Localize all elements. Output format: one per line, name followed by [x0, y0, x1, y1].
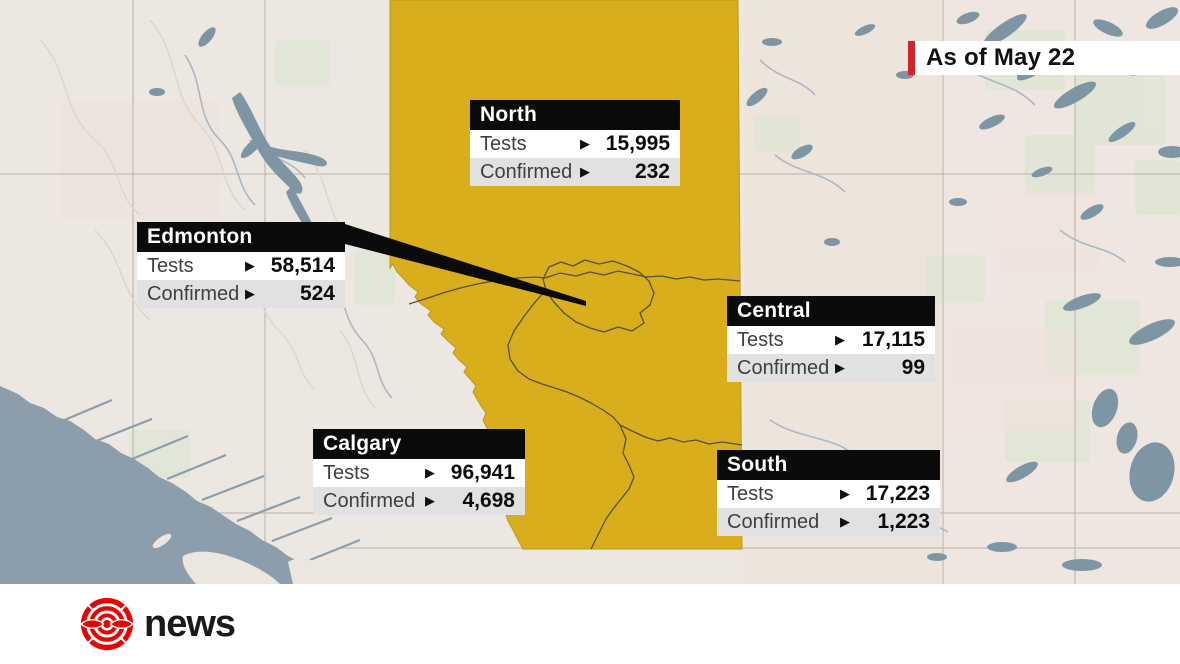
red-accent-bar — [908, 41, 915, 75]
tests-row: Tests ▶ 58,514 — [137, 252, 345, 280]
region-box-calgary: Calgary Tests ▶ 96,941 Confirmed ▶ 4,698 — [313, 429, 525, 515]
confirmed-label: Confirmed — [737, 357, 830, 379]
confirmed-value: 1,223 — [877, 510, 930, 533]
region-box-edmonton: Edmonton Tests ▶ 58,514 Confirmed ▶ 524 — [137, 222, 345, 308]
tests-label: Tests — [737, 329, 784, 351]
coastal-islands — [152, 533, 342, 584]
region-box-north: North Tests ▶ 15,995 Confirmed ▶ 232 — [470, 100, 680, 186]
confirmed-row: Confirmed ▶ 1,223 — [717, 508, 940, 536]
arrow-right-icon: ▶ — [580, 164, 590, 179]
arrow-right-icon: ▶ — [840, 486, 850, 501]
confirmed-value: 524 — [299, 282, 335, 305]
region-box-south: South Tests ▶ 17,223 Confirmed ▶ 1,223 — [717, 450, 940, 536]
health-zone-borders — [408, 259, 743, 550]
arrow-right-icon: ▶ — [840, 514, 850, 529]
tests-label: Tests — [323, 462, 370, 484]
confirmed-value: 4,698 — [462, 489, 515, 512]
tests-row: Tests ▶ 15,995 — [470, 130, 680, 158]
confirmed-value: 232 — [634, 160, 670, 183]
region-name: Central — [727, 296, 935, 326]
cbc-gem-icon — [79, 597, 135, 651]
arrow-right-icon: ▶ — [580, 136, 590, 151]
edmonton-pointer — [345, 224, 586, 306]
arrow-right-icon: ▶ — [425, 465, 435, 480]
confirmed-row: Confirmed ▶ 99 — [727, 354, 935, 382]
brand-wordmark: news — [144, 602, 236, 645]
footer-bar: news TOTAL POSITIVE CASES:6,800 IN HOSPI… — [0, 584, 1180, 664]
as-of-date: As of May 22 — [926, 44, 1076, 71]
as-of-banner: As of May 22 — [908, 41, 1180, 75]
region-name: South — [717, 450, 940, 480]
arrow-right-icon: ▶ — [245, 286, 255, 301]
tests-label: Tests — [480, 133, 527, 155]
region-name: Calgary — [313, 429, 525, 459]
arrow-right-icon: ▶ — [425, 493, 435, 508]
cbc-news-logo: news — [78, 584, 236, 664]
tests-value: 17,223 — [865, 482, 930, 505]
pacific-ocean — [0, 386, 338, 584]
arrow-right-icon: ▶ — [835, 360, 845, 375]
fjord-inlets — [61, 398, 361, 564]
tests-label: Tests — [147, 255, 194, 277]
tests-value: 17,115 — [861, 328, 925, 351]
confirmed-label: Confirmed — [480, 161, 573, 183]
region-box-central: Central Tests ▶ 17,115 Confirmed ▶ 99 — [727, 296, 935, 382]
confirmed-label: Confirmed — [323, 490, 416, 512]
lakes — [149, 7, 1180, 571]
region-name: North — [470, 100, 680, 130]
tests-value: 15,995 — [605, 132, 670, 155]
tests-row: Tests ▶ 96,941 — [313, 459, 525, 487]
confirmed-row: Confirmed ▶ 4,698 — [313, 487, 525, 515]
tests-value: 96,941 — [450, 461, 515, 484]
region-name: Edmonton — [137, 222, 345, 252]
confirmed-row: Confirmed ▶ 524 — [137, 280, 345, 308]
tests-label: Tests — [727, 483, 774, 505]
confirmed-label: Confirmed — [727, 511, 820, 533]
arrow-right-icon: ▶ — [835, 332, 845, 347]
confirmed-value: 99 — [901, 356, 925, 379]
tests-row: Tests ▶ 17,115 — [727, 326, 935, 354]
tests-row: Tests ▶ 17,223 — [717, 480, 940, 508]
tests-value: 58,514 — [270, 254, 335, 277]
park-patches — [130, 30, 1180, 478]
confirmed-label: Confirmed — [147, 283, 240, 305]
confirmed-row: Confirmed ▶ 232 — [470, 158, 680, 186]
arrow-right-icon: ▶ — [245, 258, 255, 273]
